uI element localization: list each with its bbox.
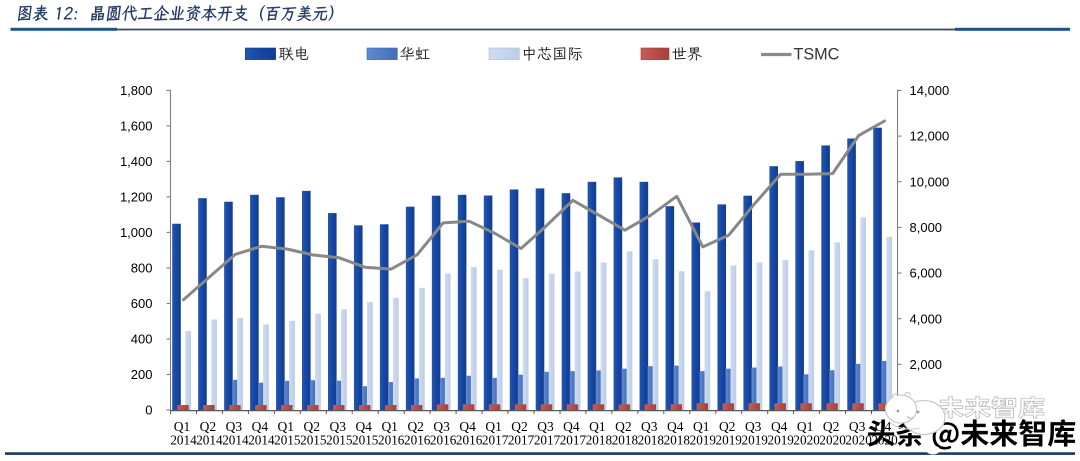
svg-text:2020: 2020 (845, 432, 872, 447)
svg-text:0: 0 (145, 403, 152, 418)
svg-text:2015: 2015 (300, 432, 327, 447)
svg-text:10,000: 10,000 (910, 174, 950, 189)
svg-text:2016: 2016 (404, 432, 431, 447)
svg-text:2014: 2014 (170, 432, 197, 447)
svg-text:Q2: Q2 (823, 419, 840, 434)
svg-text:400: 400 (131, 332, 153, 347)
svg-text:200: 200 (131, 367, 153, 382)
svg-text:Q1: Q1 (174, 419, 191, 434)
svg-text:1,000: 1,000 (120, 225, 153, 240)
svg-text:2,000: 2,000 (910, 357, 943, 372)
svg-text:Q3: Q3 (433, 419, 450, 434)
svg-text:600: 600 (131, 296, 153, 311)
svg-text:1,200: 1,200 (120, 190, 153, 205)
svg-text:2017: 2017 (560, 432, 587, 447)
svg-text:2019: 2019 (742, 432, 769, 447)
svg-text:Q4: Q4 (563, 419, 580, 434)
svg-text:Q4: Q4 (771, 419, 788, 434)
svg-text:Q4: Q4 (355, 419, 372, 434)
svg-text:Q4: Q4 (667, 419, 684, 434)
svg-text:2014: 2014 (196, 432, 223, 447)
svg-text:2017: 2017 (534, 432, 561, 447)
svg-text:8,000: 8,000 (910, 220, 943, 235)
svg-text:Q3: Q3 (330, 419, 347, 434)
svg-text:Q2: Q2 (615, 419, 632, 434)
svg-text:2016: 2016 (456, 432, 483, 447)
svg-text:Q2: Q2 (200, 419, 217, 434)
svg-text:2015: 2015 (274, 432, 301, 447)
svg-text:2018: 2018 (586, 432, 613, 447)
svg-text:Q3: Q3 (745, 419, 762, 434)
svg-text:2015: 2015 (352, 432, 379, 447)
svg-text:2014: 2014 (222, 432, 249, 447)
svg-text:1,800: 1,800 (120, 83, 153, 98)
svg-text:Q1: Q1 (693, 419, 710, 434)
svg-text:Q3: Q3 (537, 419, 554, 434)
svg-text:Q4: Q4 (459, 419, 476, 434)
svg-text:6,000: 6,000 (910, 266, 943, 281)
svg-text:Q2: Q2 (304, 419, 321, 434)
svg-text:Q2: Q2 (407, 419, 424, 434)
svg-text:12,000: 12,000 (910, 129, 950, 144)
svg-text:2014: 2014 (248, 432, 275, 447)
svg-text:2017: 2017 (508, 432, 535, 447)
svg-text:Q3: Q3 (641, 419, 658, 434)
svg-text:Q3: Q3 (849, 419, 866, 434)
svg-text:TSMC: TSMC (794, 46, 840, 64)
svg-text:2018: 2018 (664, 432, 691, 447)
svg-text:2019: 2019 (716, 432, 743, 447)
svg-text:2020: 2020 (793, 432, 820, 447)
svg-text:Q1: Q1 (381, 419, 398, 434)
svg-text:2017: 2017 (482, 432, 509, 447)
svg-text:Q1: Q1 (589, 419, 606, 434)
svg-text:2016: 2016 (430, 432, 457, 447)
svg-text:1,600: 1,600 (120, 119, 153, 134)
svg-text:14,000: 14,000 (910, 83, 950, 98)
svg-text:2018: 2018 (638, 432, 665, 447)
svg-text:4,000: 4,000 (910, 311, 943, 326)
svg-text:Q1: Q1 (485, 419, 502, 434)
svg-text:1,400: 1,400 (120, 154, 153, 169)
svg-text:800: 800 (131, 261, 153, 276)
svg-text:2015: 2015 (326, 432, 353, 447)
svg-text:2020: 2020 (819, 432, 846, 447)
svg-text:Q3: Q3 (226, 419, 243, 434)
svg-text:2019: 2019 (768, 432, 795, 447)
svg-text:Q2: Q2 (719, 419, 736, 434)
svg-text:2019: 2019 (690, 432, 717, 447)
svg-text:2018: 2018 (612, 432, 639, 447)
svg-text:2016: 2016 (378, 432, 405, 447)
svg-text:Q1: Q1 (797, 419, 814, 434)
svg-text:Q1: Q1 (278, 419, 295, 434)
svg-text:Q2: Q2 (511, 419, 528, 434)
svg-text:Q4: Q4 (252, 419, 269, 434)
